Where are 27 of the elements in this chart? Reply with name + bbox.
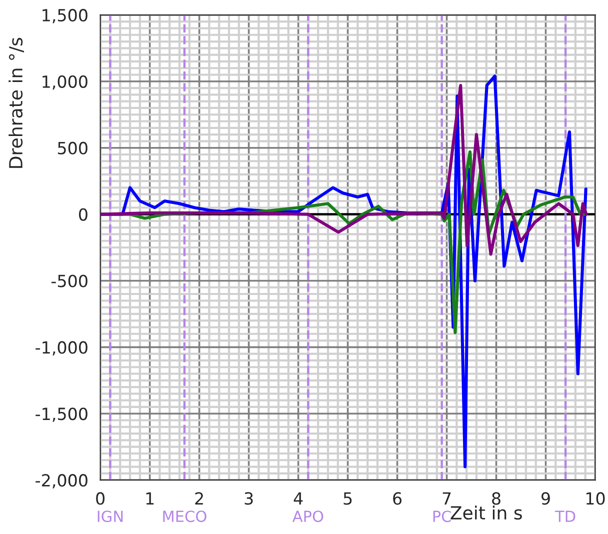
y-tick-label: 1,000 [42,75,88,90]
x-tick-label: 6 [393,492,402,505]
y-tick-label: -1,500 [36,408,88,422]
x-tick-label: 1 [146,492,154,505]
x-tick-label: 9 [541,492,550,505]
ref-line-label: IGN [98,510,123,522]
x-tick-label: 5 [344,492,352,505]
x-tick-label: 3 [244,492,253,505]
x-tick-label: 0 [96,492,105,505]
y-tick-label: -500 [52,274,88,288]
y-axis-title: Drehrate in °/s [8,38,24,168]
x-tick-label: 4 [294,492,303,505]
y-tick-label: 500 [58,142,88,154]
y-tick-label: 1,500 [42,8,88,24]
y-tick-label: 0 [79,208,88,221]
ref-line-label: TD [554,510,576,522]
x-tick-label: 10 [586,492,605,505]
line-series [100,84,588,256]
ref-line-label: APO [292,510,324,522]
x-tick-label: 2 [195,492,203,505]
y-tick-label: -2,000 [36,474,88,488]
ref-line-label: PC [433,510,451,522]
x-axis-title: Zeit in s [450,506,522,520]
x-tick-label: 8 [492,492,500,505]
y-tick-label: -1,000 [36,341,88,356]
ref-line-label: MECO [163,510,206,522]
x-tick-label: 7 [442,492,451,505]
